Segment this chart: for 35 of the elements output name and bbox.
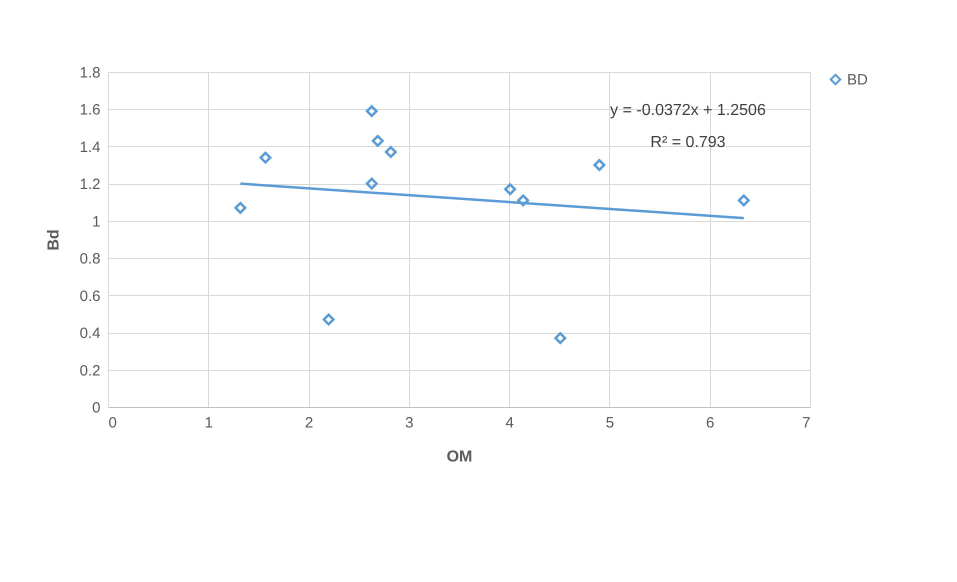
y-tick-label: 0 <box>92 400 100 416</box>
point <box>372 134 384 147</box>
y-tick-label: 1.8 <box>80 64 100 82</box>
point <box>234 202 246 214</box>
x-tick-label: 1 <box>204 414 213 432</box>
x-tick-label: 2 <box>304 414 314 432</box>
y-tick-label: 0.2 <box>80 362 100 380</box>
y-tick-label: 0.6 <box>80 288 100 305</box>
y-tick-label: 1.4 <box>80 138 100 156</box>
x-tick-label: 6 <box>706 414 714 432</box>
point <box>366 105 378 118</box>
x-tick-label: 4 <box>505 414 514 432</box>
annotation: y = -0.0372x + 1.2506 <box>610 102 766 119</box>
x-tick-label: 5 <box>606 414 614 432</box>
y-axis-title: Bd <box>46 229 63 251</box>
point <box>384 146 397 158</box>
y-tick-label: 1.6 <box>80 102 100 119</box>
y-tick-label: 0.4 <box>80 325 100 342</box>
point <box>322 314 335 326</box>
x-tick-label: 7 <box>802 414 810 432</box>
point <box>259 152 272 164</box>
point <box>738 194 750 206</box>
x-tick-label: 3 <box>405 414 414 432</box>
annotation: R² = 0.793 <box>650 134 726 151</box>
y-tick-label: 1.2 <box>80 176 100 194</box>
point <box>504 183 516 196</box>
x-axis-title: OM <box>446 448 472 466</box>
point <box>554 332 566 344</box>
legend-label: BD <box>847 72 868 88</box>
point <box>366 178 378 190</box>
point <box>593 159 606 172</box>
y-tick-label: 1 <box>92 213 100 230</box>
x-tick-label: 0 <box>108 414 117 432</box>
y-tick-label: 0.8 <box>80 250 100 268</box>
point <box>517 194 530 206</box>
